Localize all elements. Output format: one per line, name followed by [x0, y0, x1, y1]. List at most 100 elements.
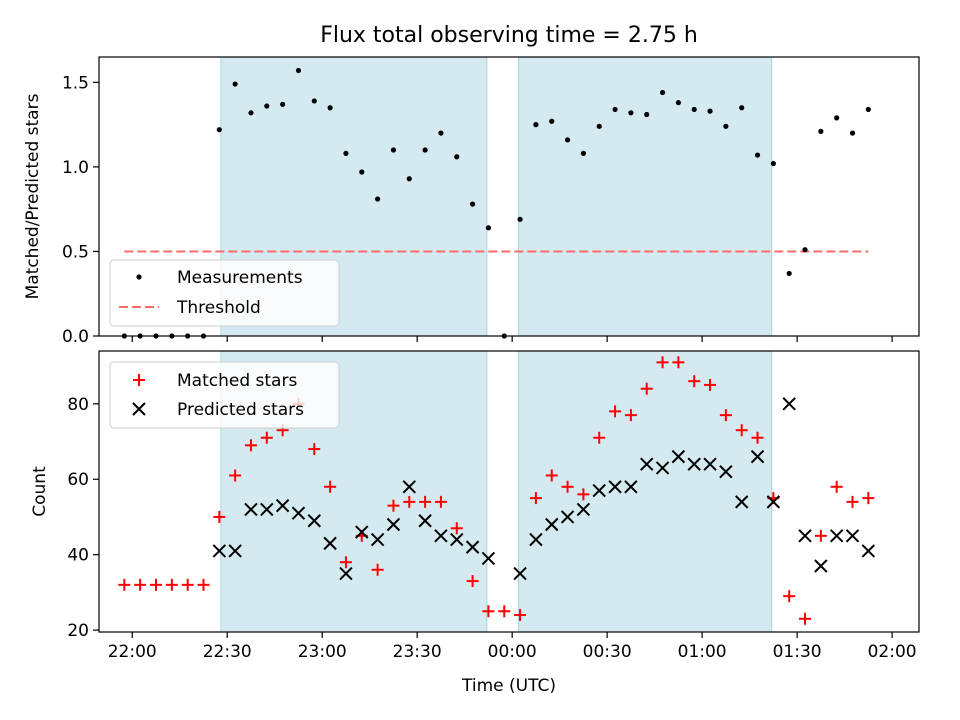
- measurement-point: [802, 247, 808, 253]
- predicted-stars-point: [228, 544, 242, 558]
- predicted-stars-point: [829, 529, 844, 543]
- predicted-stars-point: [545, 517, 559, 532]
- measurement-point: [628, 110, 634, 116]
- x-tick-label: 00:30: [583, 642, 632, 662]
- matched-stars-points: [118, 356, 875, 625]
- matched-stars-point: [814, 529, 827, 542]
- measurement-point: [754, 152, 761, 158]
- matched-stars-point: [498, 605, 511, 618]
- predicted-stars-point: [655, 461, 670, 475]
- measurement-point: [454, 154, 460, 160]
- matched-stars-point: [229, 469, 242, 482]
- matched-stars-point: [197, 578, 210, 591]
- matched-stars-point: [324, 480, 337, 493]
- predicted-stars-point: [703, 457, 717, 471]
- measurement-point: [533, 122, 539, 128]
- matched-stars-point: [149, 578, 162, 591]
- legend-predicted-label: Predicted stars: [177, 400, 304, 420]
- predicted-stars-point: [465, 540, 480, 554]
- x-axis-label: Time (UTC): [461, 676, 556, 696]
- matched-stars-point: [244, 439, 257, 452]
- matched-stars-point: [735, 424, 748, 437]
- matched-stars-point: [751, 431, 764, 444]
- matched-stars-point: [260, 431, 273, 444]
- chart-title: Flux total observing time = 2.75 h: [320, 23, 698, 48]
- predicted-stars-point: [402, 480, 416, 494]
- matched-stars-point: [181, 578, 194, 591]
- y-tick-label: 40: [67, 546, 89, 566]
- measurement-point: [422, 147, 428, 153]
- predicted-stars-point: [845, 529, 860, 543]
- matched-stars-point: [656, 356, 669, 369]
- measurement-point: [406, 176, 412, 182]
- matched-stars-point: [799, 612, 812, 625]
- bottom-y-ticks: 20 40 60 80: [67, 395, 99, 641]
- bottom-legend-box: [109, 361, 340, 429]
- legend-predicted-marker: [132, 402, 146, 416]
- predicted-stars-point: [861, 544, 876, 558]
- predicted-stars-point: [687, 457, 701, 471]
- legend-matched-label: Matched stars: [177, 371, 297, 391]
- measurement-point: [343, 150, 349, 156]
- legend-threshold-label: Threshold: [176, 298, 261, 318]
- matched-stars-point: [688, 375, 701, 388]
- predicted-stars-point: [782, 397, 796, 411]
- matched-stars-point: [419, 495, 432, 508]
- predicted-stars-points: [212, 397, 876, 581]
- predicted-stars-point: [212, 544, 227, 558]
- measurement-point: [264, 103, 270, 109]
- y-tick-label: 1.0: [62, 158, 89, 178]
- matched-stars-point: [466, 575, 479, 588]
- measurement-point: [438, 130, 444, 136]
- predicted-stars-point: [750, 449, 765, 464]
- bottom-x-ticks: 22:00 22:30 23:00 23:30 00:00 00:30 01:00 01:30…: [108, 632, 917, 662]
- measurement-point: [311, 98, 317, 104]
- measurement-point: [485, 225, 492, 231]
- predicted-stars-point: [671, 449, 686, 464]
- matched-stars-point: [134, 578, 147, 591]
- predicted-stars-point: [481, 551, 496, 566]
- top-panel: 0.0 0.5 1.0 1.5 Matched/Predicted stars: [23, 56, 920, 347]
- top-x-ticks: [131, 336, 893, 342]
- y-tick-label: 80: [67, 395, 89, 415]
- measurement-point: [786, 270, 792, 277]
- measurement-point: [580, 150, 587, 156]
- predicted-stars-point: [529, 532, 543, 547]
- predicted-stars-point: [766, 495, 781, 509]
- measurement-point: [612, 106, 618, 113]
- x-tick-label: 22:30: [203, 642, 252, 662]
- x-tick-label: 00:00: [488, 642, 537, 662]
- predicted-stars-point: [608, 480, 622, 494]
- measurement-point: [644, 111, 650, 118]
- matched-stars-point: [403, 495, 416, 508]
- matched-stars-point: [561, 480, 574, 493]
- top-legend-box: [109, 259, 340, 327]
- predicted-stars-point: [434, 529, 448, 543]
- measurement-point: [390, 147, 397, 153]
- matched-stars-point: [450, 522, 463, 535]
- legend-matched-marker: [133, 374, 145, 386]
- predicted-stars-point: [244, 502, 258, 517]
- measurement-point: [865, 106, 871, 113]
- bottom-legend: Matched stars Predicted stars: [109, 361, 340, 429]
- matched-stars-point: [624, 409, 637, 422]
- matched-stars-point: [830, 480, 843, 493]
- matched-stars-point: [387, 499, 400, 512]
- matched-stars-point: [118, 578, 131, 591]
- measurement-point: [596, 123, 602, 129]
- predicted-stars-point: [355, 525, 369, 539]
- bottom-y-axis-label: Count: [30, 466, 50, 517]
- legend-measurements-label: Measurements: [177, 268, 303, 288]
- top-shaded-spans: [220, 56, 773, 337]
- predicted-stars-point: [307, 514, 321, 528]
- measurement-point: [849, 130, 856, 136]
- measurement-point: [295, 67, 302, 74]
- top-legend: Measurements Threshold: [109, 259, 340, 327]
- measurement-point: [564, 137, 571, 143]
- predicted-stars-point: [386, 517, 401, 532]
- predicted-stars-point: [798, 529, 812, 543]
- x-tick-label: 02:00: [868, 642, 917, 662]
- legend-measurements-marker: [136, 274, 142, 280]
- measurement-point: [280, 101, 286, 107]
- predicted-stars-point: [260, 502, 274, 517]
